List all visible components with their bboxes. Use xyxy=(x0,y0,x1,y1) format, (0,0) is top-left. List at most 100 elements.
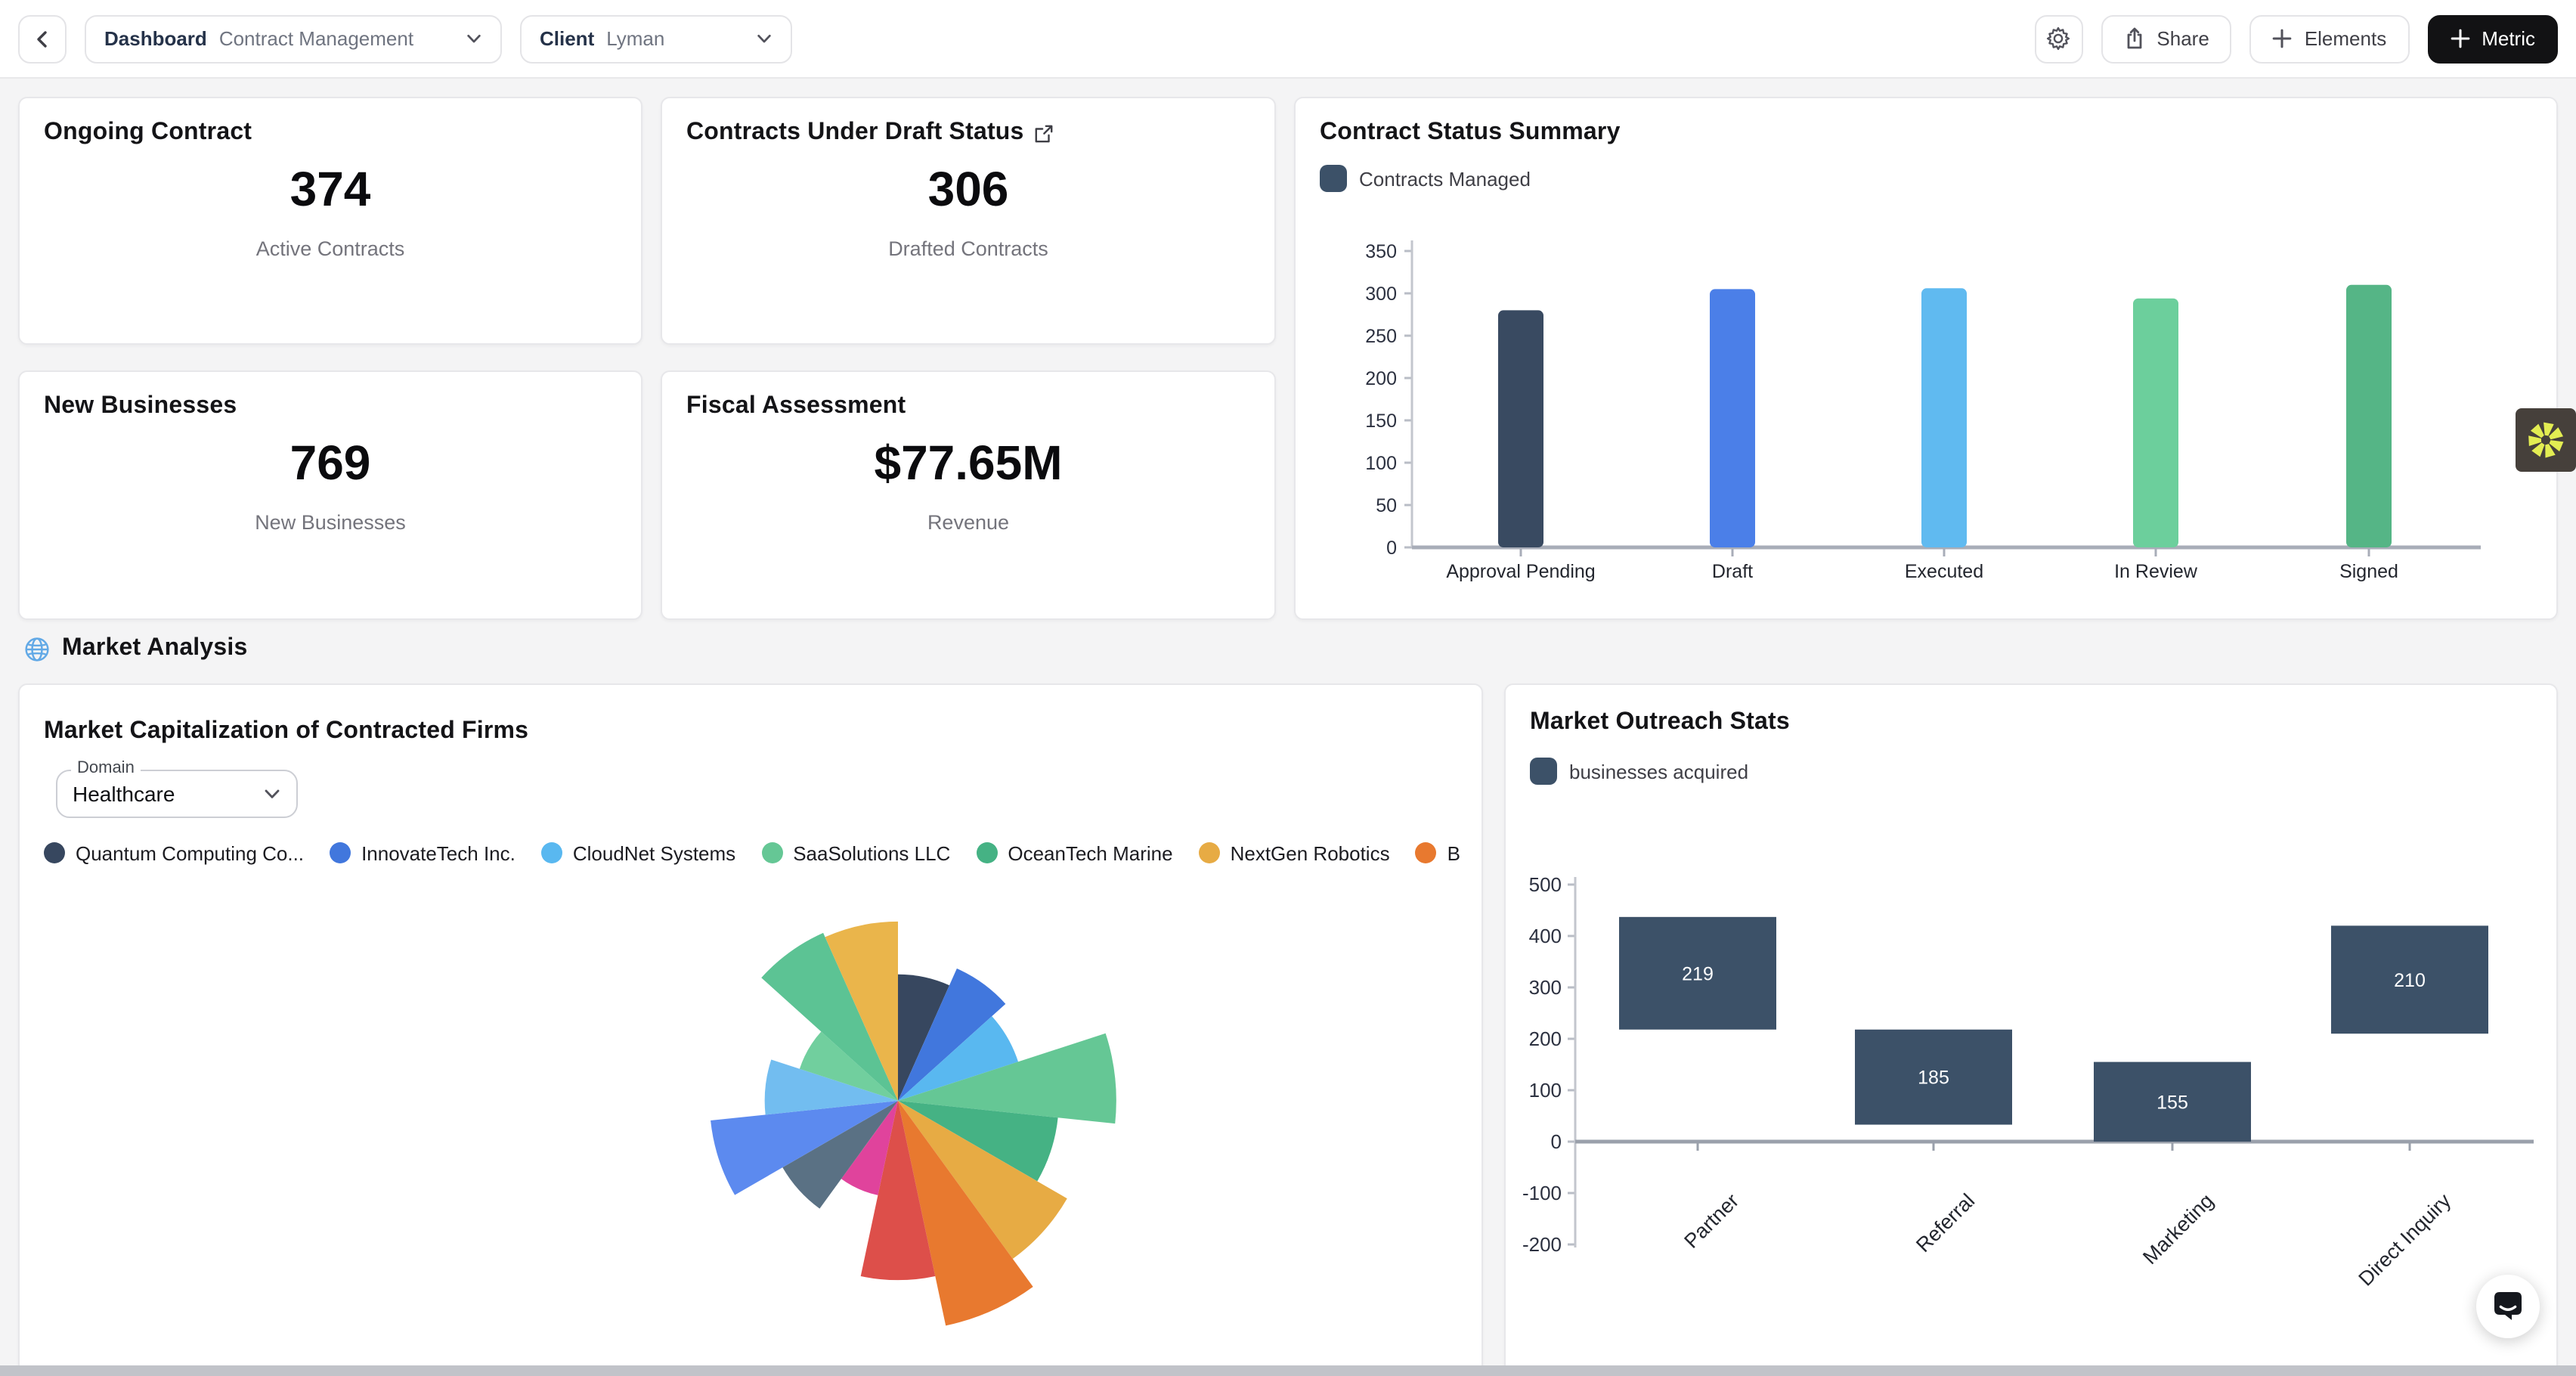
chart-legend-item[interactable]: Contracts Managed xyxy=(1320,165,1531,192)
svg-text:300: 300 xyxy=(1365,284,1397,305)
metric-value: $77.65M xyxy=(874,435,1063,490)
settings-button[interactable] xyxy=(2034,14,2083,63)
legend-item-label: BioHealth Sol xyxy=(1447,841,1460,864)
svg-text:Executed: Executed xyxy=(1905,561,1983,582)
contracts-under-draft-card: Contracts Under Draft Status 306 Drafted… xyxy=(661,97,1276,345)
svg-text:210: 210 xyxy=(2394,970,2426,991)
legend-item[interactable]: InnovateTech Inc. xyxy=(330,841,516,864)
dashboard-select[interactable]: Dashboard Contract Management xyxy=(85,14,502,63)
metric-button-label: Metric xyxy=(2482,27,2535,50)
chevron-down-icon xyxy=(466,30,482,47)
share-icon xyxy=(2123,27,2144,50)
legend-dot xyxy=(330,842,351,863)
svg-text:155: 155 xyxy=(2156,1092,2188,1113)
gear-icon xyxy=(2045,26,2071,51)
assistant-widget-button[interactable] xyxy=(2516,408,2576,472)
toolbar-actions: Share Elements Metric xyxy=(2034,14,2558,63)
market-outreach-waterfall-chart: 500 400 300 200 100 0 -100 -200 219 Partner 185 Ref… xyxy=(1522,873,2534,1291)
svg-text:100: 100 xyxy=(1365,453,1397,474)
horizontal-scrollbar[interactable] xyxy=(0,1365,2576,1376)
legend-label: businesses acquired xyxy=(1569,760,1749,783)
legend-item-label: Quantum Computing Co... xyxy=(76,841,305,864)
fiscal-assessment-card: Fiscal Assessment $77.65M Revenue xyxy=(661,370,1276,620)
card-title: Contracts Under Draft Status xyxy=(686,119,1054,147)
domain-select-value: Healthcare xyxy=(73,782,175,806)
metric-subtitle: Revenue xyxy=(927,511,1010,534)
metric-button[interactable]: Metric xyxy=(2427,14,2558,63)
globe-icon xyxy=(24,636,50,662)
svg-text:200: 200 xyxy=(1529,1027,1562,1050)
svg-text:250: 250 xyxy=(1365,326,1397,347)
legend-dot xyxy=(976,842,998,863)
contract-status-bar-chart: 0 50 100 150 200 250 300 350 Approval Pending Dra… xyxy=(1365,240,2481,582)
client-select-value: Lyman xyxy=(606,27,665,50)
svg-text:300: 300 xyxy=(1529,976,1562,999)
svg-text:-200: -200 xyxy=(1522,1233,1562,1256)
legend-item[interactable]: SaaSolutions LLC xyxy=(761,841,950,864)
svg-text:Signed: Signed xyxy=(2339,561,2398,582)
svg-text:Marketing: Marketing xyxy=(2138,1189,2218,1269)
card-title: Fiscal Assessment xyxy=(686,393,906,419)
svg-text:200: 200 xyxy=(1365,368,1397,389)
chevron-down-icon xyxy=(263,785,281,803)
legend-dot xyxy=(1415,842,1437,863)
new-businesses-card: New Businesses 769 New Businesses xyxy=(18,370,642,620)
legend-dot xyxy=(1198,842,1220,863)
legend-item[interactable]: OceanTech Marine xyxy=(976,841,1173,864)
market-analysis-section-header: Market Analysis xyxy=(24,635,248,662)
svg-text:219: 219 xyxy=(1682,963,1714,984)
legend-label: Contracts Managed xyxy=(1359,167,1531,190)
legend-item-label: SaaSolutions LLC xyxy=(793,841,951,864)
dashboard-select-label: Dashboard xyxy=(104,27,207,50)
chart-legend-item[interactable]: businesses acquired xyxy=(1530,758,1748,785)
market-cap-rose-chart xyxy=(711,921,1116,1326)
chat-launcher-button[interactable] xyxy=(2476,1275,2540,1338)
svg-text:500: 500 xyxy=(1529,873,1562,896)
external-link-icon[interactable] xyxy=(1035,123,1054,143)
svg-text:185: 185 xyxy=(1918,1068,1949,1089)
dashboard-select-value: Contract Management xyxy=(218,27,414,50)
legend-item[interactable]: NextGen Robotics xyxy=(1198,841,1390,864)
chevron-left-icon xyxy=(33,29,51,48)
legend-item[interactable]: BioHealth Sol xyxy=(1415,841,1460,864)
legend-item[interactable]: CloudNet Systems xyxy=(540,841,736,864)
legend-swatch xyxy=(1530,758,1557,785)
plus-icon xyxy=(2450,29,2469,48)
domain-select[interactable]: Domain Healthcare xyxy=(56,759,298,818)
svg-text:100: 100 xyxy=(1529,1079,1562,1102)
svg-text:350: 350 xyxy=(1365,241,1397,262)
card-title-text: Contracts Under Draft Status xyxy=(686,119,1024,145)
svg-text:400: 400 xyxy=(1529,925,1562,947)
card-title: New Businesses xyxy=(44,393,237,419)
legend-dot xyxy=(761,842,783,863)
client-select-label: Client xyxy=(540,27,595,50)
elements-button[interactable]: Elements xyxy=(2249,14,2410,63)
market-capitalization-card: Market Capitalization of Contracted Firm… xyxy=(18,683,1483,1376)
plus-icon xyxy=(2273,29,2293,48)
share-button[interactable]: Share xyxy=(2101,14,2232,63)
svg-text:Approval Pending: Approval Pending xyxy=(1446,561,1595,582)
svg-text:Draft: Draft xyxy=(1712,561,1753,582)
chart-title: Market Outreach Stats xyxy=(1530,709,1790,735)
metric-value: 306 xyxy=(927,162,1009,216)
svg-text:In Review: In Review xyxy=(2114,561,2198,582)
svg-text:Direct Inquiry: Direct Inquiry xyxy=(2355,1189,2456,1291)
legend-item-label: CloudNet Systems xyxy=(572,841,736,864)
svg-text:0: 0 xyxy=(1386,538,1397,559)
client-select[interactable]: Client Lyman xyxy=(520,14,792,63)
legend-item[interactable]: Quantum Computing Co... xyxy=(44,841,304,864)
svg-text:Partner: Partner xyxy=(1680,1189,1743,1253)
legend-swatch xyxy=(1320,165,1347,192)
svg-text:-100: -100 xyxy=(1522,1182,1562,1204)
chart-title: Contract Status Summary xyxy=(1320,119,1621,145)
back-button[interactable] xyxy=(18,14,67,63)
chevron-down-icon xyxy=(756,30,772,47)
svg-text:Referral: Referral xyxy=(1912,1189,1979,1257)
domain-select-floating-label: Domain xyxy=(71,759,141,777)
legend-item-label: NextGen Robotics xyxy=(1230,841,1390,864)
legend-item-label: InnovateTech Inc. xyxy=(361,841,516,864)
svg-text:0: 0 xyxy=(1551,1130,1562,1153)
section-title: Market Analysis xyxy=(62,635,248,661)
contract-status-summary-card: Contract Status Summary Contracts Manage… xyxy=(1294,97,2558,620)
